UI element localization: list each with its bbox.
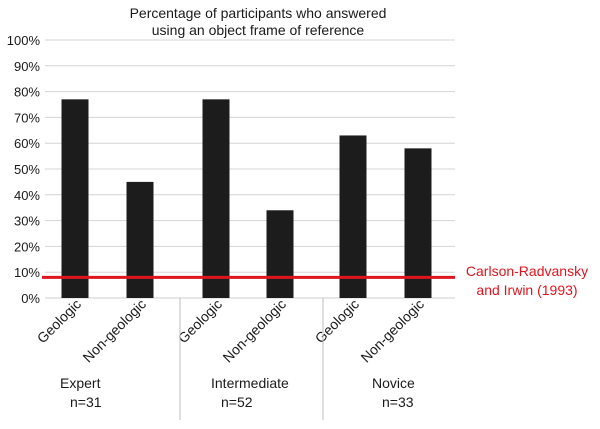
y-tick-label: 40% bbox=[14, 188, 40, 203]
y-tick-label: 50% bbox=[14, 162, 40, 177]
bar-novice-non-geologic bbox=[404, 148, 432, 298]
bars bbox=[61, 99, 432, 298]
chart-title: Percentage of participants who answered … bbox=[130, 5, 387, 38]
x-category-label: Non-geologic bbox=[79, 296, 149, 366]
y-tick-label: 10% bbox=[14, 265, 40, 280]
group-n-label: n=31 bbox=[70, 394, 102, 410]
group-n-label: n=52 bbox=[221, 394, 253, 410]
group-name-label: Expert bbox=[60, 375, 101, 391]
bar-intermediate-geologic bbox=[202, 99, 230, 298]
x-category-label: Geologic bbox=[175, 296, 225, 346]
bar-expert-geologic bbox=[61, 99, 89, 298]
y-tick-label: 0% bbox=[21, 291, 40, 306]
reference-label-line-1: Carlson-Radvansky bbox=[466, 263, 588, 279]
x-category-label: Geologic bbox=[34, 296, 84, 346]
reference-line: Carlson-Radvansky and Irwin (1993) bbox=[42, 263, 588, 298]
x-category-label: Geologic bbox=[312, 296, 362, 346]
gridlines bbox=[45, 39, 455, 299]
y-tick-label: 60% bbox=[14, 136, 40, 151]
chart-title-line-1: Percentage of participants who answered bbox=[130, 5, 387, 21]
y-tick-label: 20% bbox=[14, 239, 40, 254]
bar-expert-non-geologic bbox=[126, 181, 154, 298]
y-axis: 0% 10% 20% 30% 40% 50% 60% 70% 80% 90% 100% bbox=[7, 33, 41, 306]
y-tick-label: 100% bbox=[7, 33, 41, 48]
group-n-label: n=33 bbox=[382, 394, 414, 410]
group-labels: Expert n=31 Intermediate n=52 Novice n=33 bbox=[60, 298, 415, 420]
bar-intermediate-non-geologic bbox=[266, 210, 294, 298]
group-name-label: Intermediate bbox=[211, 375, 289, 391]
x-category-label: Non-geologic bbox=[357, 296, 427, 366]
bar-novice-geologic bbox=[339, 135, 367, 298]
reference-label-line-2: and Irwin (1993) bbox=[476, 282, 577, 298]
x-category-label: Non-geologic bbox=[219, 296, 289, 366]
y-tick-label: 30% bbox=[14, 214, 40, 229]
group-name-label: Novice bbox=[372, 375, 415, 391]
y-tick-label: 70% bbox=[14, 110, 40, 125]
chart-title-line-2: using an object frame of reference bbox=[152, 22, 365, 38]
y-tick-label: 80% bbox=[14, 85, 40, 100]
y-tick-label: 90% bbox=[14, 59, 40, 74]
